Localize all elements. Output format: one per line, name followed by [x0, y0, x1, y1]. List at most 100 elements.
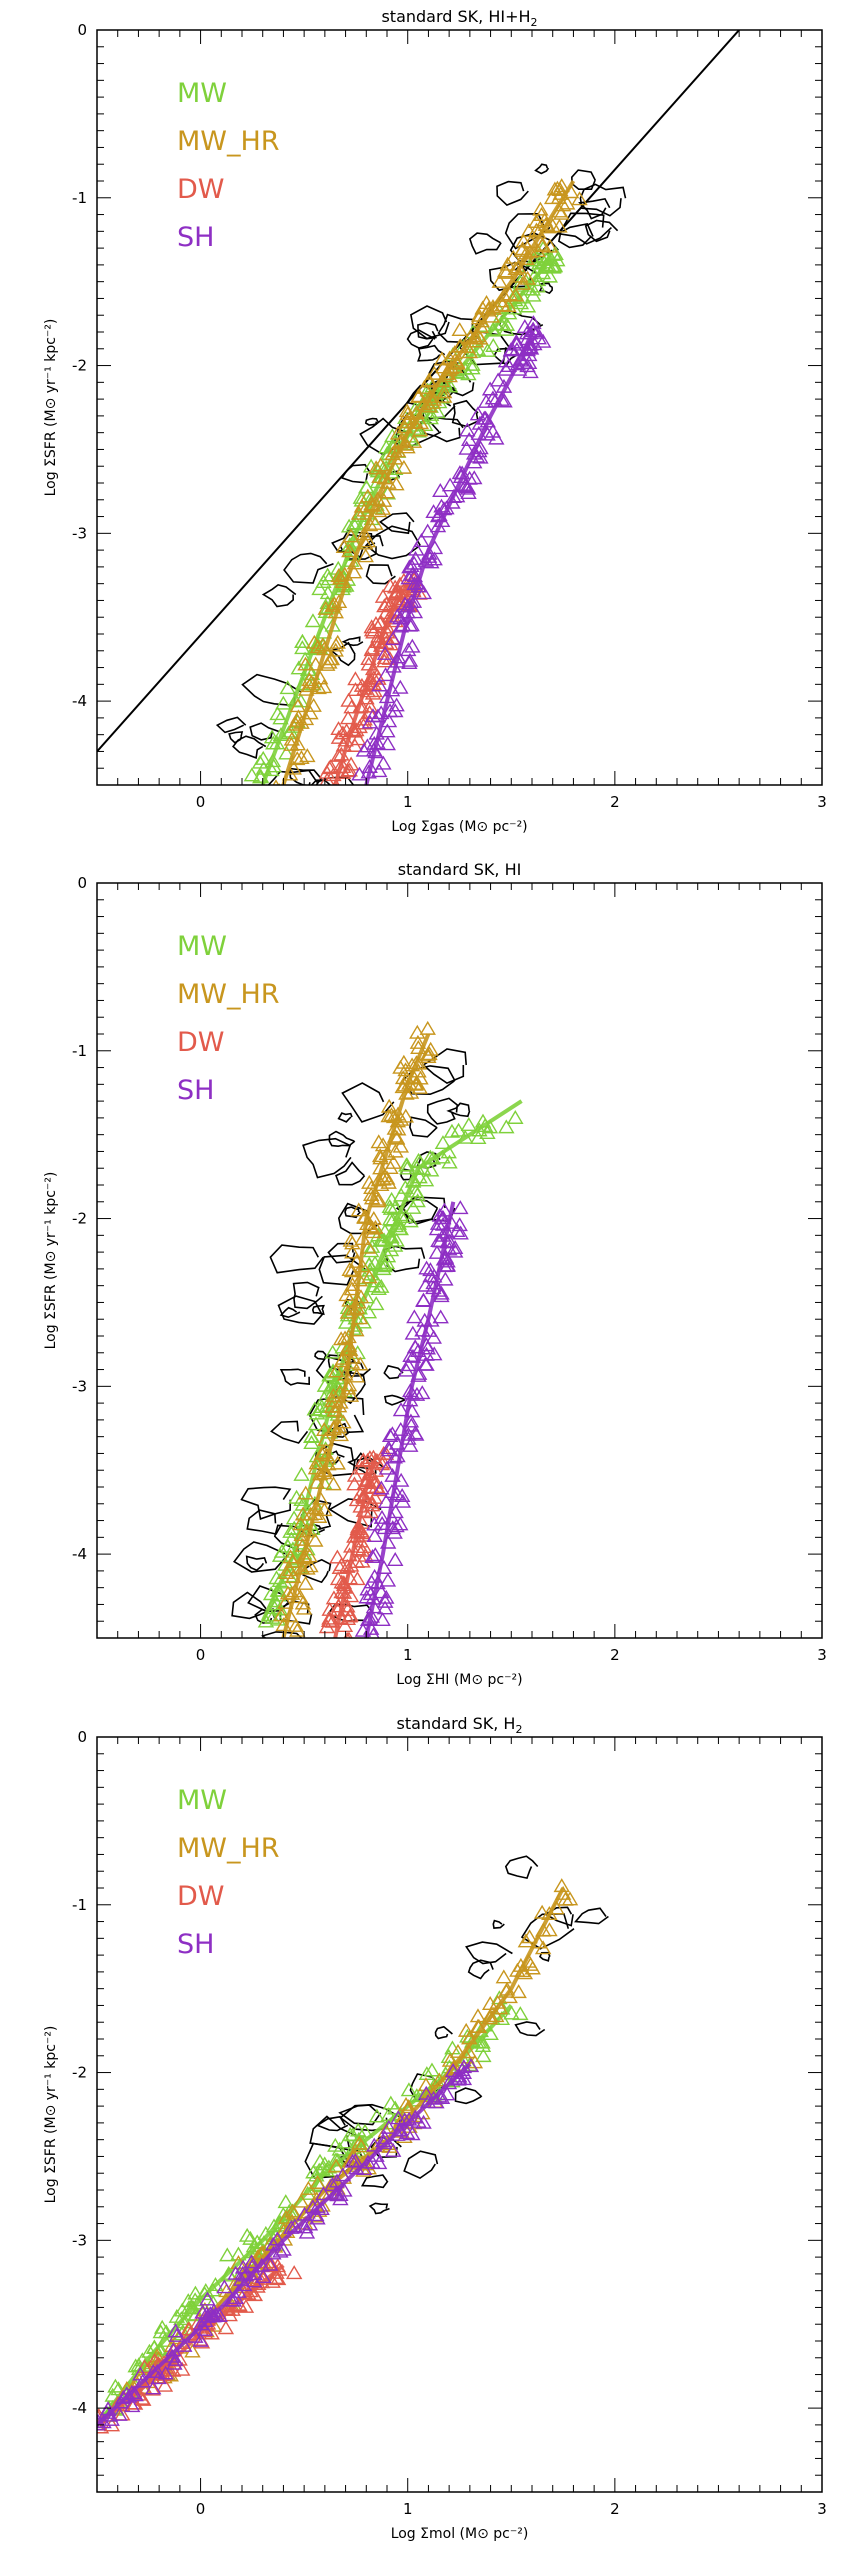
- data-point: [111, 2406, 128, 2421]
- data-point: [293, 1466, 310, 1481]
- data-point: [387, 613, 404, 628]
- data-point: [432, 1309, 449, 1324]
- data-point: [168, 2308, 186, 2323]
- data-point: [422, 1162, 440, 1177]
- contour: [573, 1907, 609, 1925]
- x-tick-label: 3: [817, 2500, 827, 2518]
- data-point: [366, 2137, 383, 2152]
- legend-entry-DW: DW: [177, 1027, 225, 1058]
- contour: [383, 1364, 404, 1380]
- contour: [215, 716, 247, 734]
- contour: [246, 1509, 283, 1535]
- data-point: [278, 783, 281, 785]
- data-point: [306, 634, 323, 649]
- data-point: [107, 2378, 124, 2393]
- data-point: [112, 2394, 130, 2409]
- legend-entry-DW: DW: [177, 1881, 225, 1912]
- contour: [579, 183, 627, 217]
- data-point: [270, 2261, 288, 2276]
- x-tick-label: 2: [610, 1646, 620, 1664]
- data-point: [167, 2323, 184, 2338]
- data-point: [437, 1271, 454, 1286]
- legend-entry-DW: DW: [177, 174, 225, 205]
- data-point: [549, 252, 566, 267]
- contour: [309, 779, 332, 785]
- data-point: [316, 1377, 334, 1392]
- contour: [426, 1097, 459, 1125]
- data-point: [395, 1054, 413, 1069]
- data-point: [415, 585, 432, 600]
- chart-title-subscript: 2: [531, 16, 538, 29]
- data-point: [416, 417, 434, 431]
- data-point: [367, 460, 385, 475]
- contour: [365, 564, 396, 585]
- data-point: [439, 1257, 457, 1272]
- contour: [492, 1919, 505, 1929]
- contour: [454, 2087, 483, 2105]
- data-point: [378, 596, 395, 611]
- contour: [279, 1368, 311, 1386]
- data-point: [355, 742, 373, 757]
- data-point: [267, 2270, 285, 2285]
- contour: [289, 767, 323, 785]
- contour: [314, 1350, 327, 1361]
- x-tick-label: 0: [196, 2500, 206, 2518]
- contour: [279, 1306, 301, 1319]
- data-point: [302, 1558, 319, 1573]
- data-point: [380, 1098, 398, 1113]
- data-point: [321, 1601, 338, 1616]
- contour: [368, 2202, 390, 2215]
- series-MW_HR: [273, 1020, 439, 1638]
- y-tick-label: -4: [72, 1545, 87, 1563]
- data-point: [104, 2387, 121, 2402]
- data-point: [297, 1485, 314, 1500]
- data-point: [369, 1193, 387, 1208]
- data-point: [380, 1442, 398, 1457]
- data-point: [361, 698, 379, 713]
- data-point: [426, 365, 443, 380]
- legend-entry-MW: MW: [177, 78, 227, 109]
- data-point: [496, 393, 513, 408]
- data-point: [388, 1232, 405, 1247]
- data-point: [237, 2298, 255, 2313]
- data-point: [346, 1476, 363, 1491]
- data-point: [344, 1276, 361, 1291]
- data-point: [309, 2210, 326, 2225]
- data-point: [243, 767, 261, 782]
- data-point: [371, 677, 388, 692]
- data-point: [417, 1172, 435, 1187]
- data-point: [317, 600, 334, 615]
- data-point: [351, 1310, 369, 1325]
- data-point: [362, 458, 380, 473]
- data-point: [374, 588, 392, 603]
- contour: [334, 1161, 366, 1186]
- data-point: [245, 2273, 263, 2288]
- data-point: [293, 1531, 311, 1546]
- data-point: [399, 642, 417, 657]
- data-point: [407, 401, 424, 416]
- data-point: [315, 2186, 332, 2201]
- contour: [315, 2115, 349, 2132]
- data-point: [353, 1460, 371, 1475]
- data-point: [401, 652, 419, 667]
- data-point: [404, 1199, 422, 1214]
- contour: [558, 222, 594, 249]
- data-point: [359, 1581, 376, 1596]
- data-point: [374, 1612, 391, 1627]
- observation-contours: [215, 163, 627, 785]
- data-point: [375, 492, 393, 507]
- data-point: [452, 1200, 469, 1215]
- data-point: [309, 2174, 326, 2189]
- data-point: [380, 2119, 398, 2134]
- data-point: [344, 1244, 361, 1259]
- data-point: [541, 1922, 558, 1937]
- data-point: [514, 275, 531, 290]
- legend-entry-SH: SH: [177, 222, 214, 253]
- data-point: [417, 552, 435, 567]
- data-point: [508, 334, 525, 349]
- data-point: [339, 1304, 357, 1319]
- y-axis-label: Log ΣSFR (M⊙ yr⁻¹ kpc⁻²): [43, 2026, 59, 2204]
- data-point: [227, 2265, 244, 2280]
- data-point: [424, 394, 442, 409]
- contour: [329, 641, 356, 667]
